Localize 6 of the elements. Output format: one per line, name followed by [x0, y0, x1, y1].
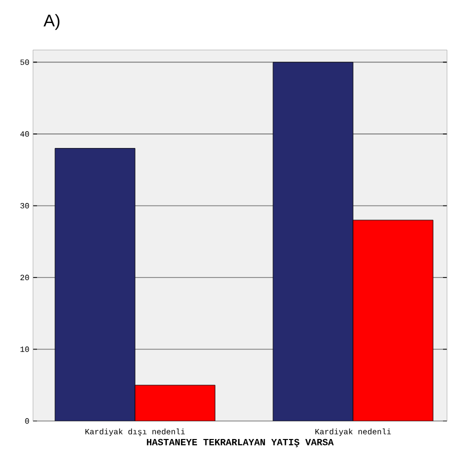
bar — [272, 62, 354, 421]
x-axis-title: HASTANEYE TEKRARLAYAN YATIŞ VARSA — [146, 438, 334, 448]
bar — [54, 148, 136, 421]
chart-title: A) — [44, 14, 60, 30]
bar — [352, 220, 434, 421]
bar — [134, 384, 216, 421]
